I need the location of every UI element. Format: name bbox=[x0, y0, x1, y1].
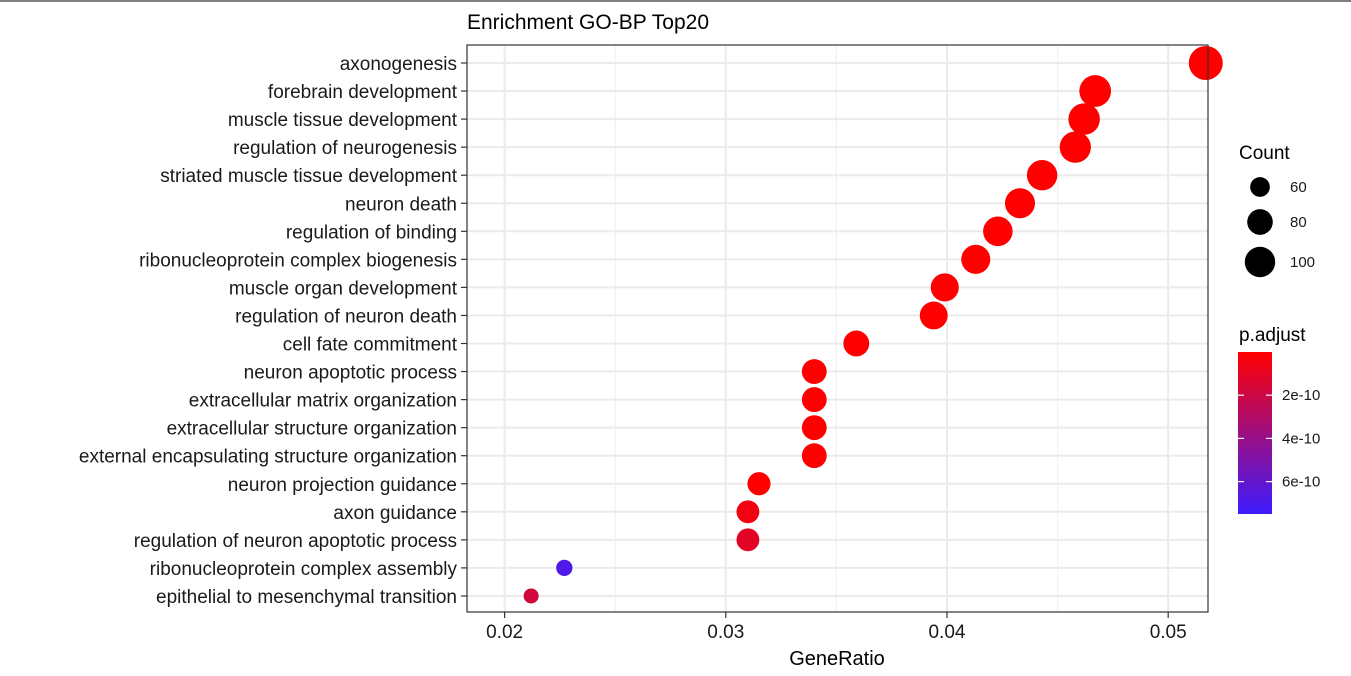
p-adjust-legend: p.adjust 2e-10 4e-10 6e-10 bbox=[1238, 325, 1320, 514]
y-tick-label: neuron death bbox=[345, 194, 457, 215]
count-legend-label: 80 bbox=[1290, 214, 1307, 231]
y-tick-label: regulation of binding bbox=[286, 222, 457, 243]
data-point bbox=[1004, 188, 1035, 219]
data-point bbox=[1026, 159, 1058, 191]
data-point bbox=[983, 216, 1013, 247]
y-tick-label: muscle organ development bbox=[229, 278, 458, 299]
count-legend-key bbox=[1244, 246, 1276, 278]
data-point bbox=[1059, 131, 1091, 163]
p-adjust-colorbar bbox=[1238, 352, 1272, 514]
data-point bbox=[961, 244, 991, 274]
colorbar-label: 4e-10 bbox=[1282, 430, 1320, 447]
colorbar-label: 2e-10 bbox=[1282, 387, 1320, 404]
count-legend-key bbox=[1247, 209, 1273, 235]
count-legend-label: 100 bbox=[1290, 254, 1315, 271]
data-point bbox=[801, 415, 827, 441]
p-adjust-legend-title: p.adjust bbox=[1239, 325, 1306, 346]
x-tick-label: 0.05 bbox=[1150, 622, 1187, 643]
x-tick-label: 0.04 bbox=[928, 622, 965, 643]
y-tick-label: forebrain development bbox=[268, 82, 458, 103]
x-axis-label: GeneRatio bbox=[789, 648, 885, 670]
data-point bbox=[556, 559, 573, 577]
y-axis-labels: axonogenesis forebrain development muscle … bbox=[79, 54, 467, 608]
y-tick-label: axon guidance bbox=[333, 503, 457, 524]
y-tick-label: extracellular structure organization bbox=[167, 419, 457, 440]
data-point bbox=[747, 472, 771, 496]
data-point bbox=[843, 330, 870, 357]
count-legend-title: Count bbox=[1239, 143, 1290, 164]
y-tick-label: extracellular matrix organization bbox=[189, 391, 457, 412]
y-tick-label: regulation of neuron apoptotic process bbox=[134, 531, 457, 552]
y-tick-label: regulation of neuron death bbox=[235, 306, 457, 327]
y-tick-label: neuron apoptotic process bbox=[244, 363, 457, 384]
panel-border bbox=[466, 44, 1209, 613]
data-point bbox=[736, 528, 760, 552]
y-tick-label: ribonucleoprotein complex assembly bbox=[150, 559, 458, 580]
chart-title: Enrichment GO-BP Top20 bbox=[467, 11, 709, 34]
data-point bbox=[1068, 103, 1100, 135]
data-point bbox=[736, 500, 760, 524]
y-tick-label: external encapsulating structure organiz… bbox=[79, 447, 457, 468]
count-legend: Count 60 80 100 bbox=[1239, 143, 1315, 278]
top-border bbox=[0, 0, 1351, 2]
data-point bbox=[801, 443, 827, 469]
y-tick-label: striated muscle tissue development bbox=[160, 166, 457, 187]
colorbar-label: 6e-10 bbox=[1282, 474, 1320, 491]
y-tick-label: ribonucleoprotein complex biogenesis bbox=[139, 250, 457, 271]
y-tick-label: neuron projection guidance bbox=[228, 475, 457, 496]
data-point bbox=[1079, 75, 1112, 107]
y-tick-label: muscle tissue development bbox=[228, 110, 458, 131]
data-point bbox=[523, 588, 539, 604]
data-point bbox=[801, 359, 827, 384]
count-legend-label: 60 bbox=[1290, 179, 1307, 196]
data-point bbox=[919, 301, 948, 330]
data-point bbox=[1188, 46, 1223, 80]
panel-background bbox=[467, 45, 1208, 612]
y-tick-label: cell fate commitment bbox=[283, 335, 458, 356]
count-legend-key bbox=[1250, 177, 1270, 197]
x-axis-ticks: 0.02 0.03 0.04 0.05 bbox=[486, 612, 1187, 643]
data-point bbox=[930, 273, 959, 302]
x-tick-label: 0.02 bbox=[486, 622, 523, 643]
y-tick-label: axonogenesis bbox=[340, 54, 457, 75]
plot-panel bbox=[466, 44, 1223, 613]
data-point bbox=[801, 387, 827, 413]
x-tick-label: 0.03 bbox=[707, 622, 744, 643]
y-tick-label: regulation of neurogenesis bbox=[233, 138, 457, 159]
y-tick-label: epithelial to mesenchymal transition bbox=[156, 587, 457, 608]
